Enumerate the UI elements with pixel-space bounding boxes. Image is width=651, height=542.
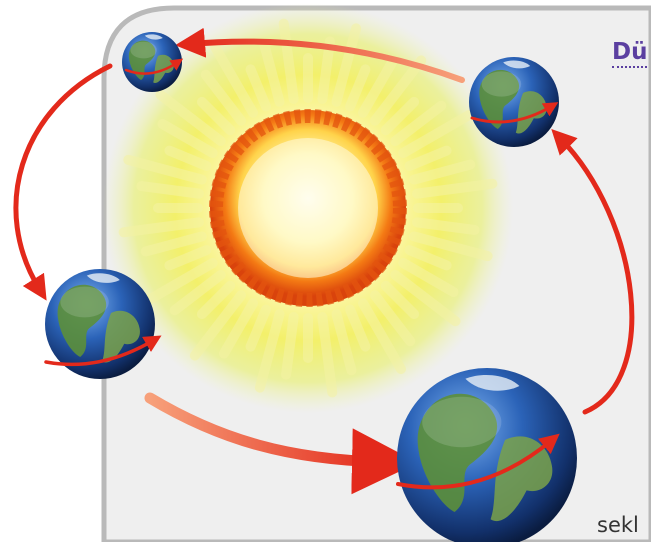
sun-ray (317, 312, 338, 398)
sun-ray (404, 245, 452, 271)
sun-ray (169, 269, 226, 316)
earth-globe-icon (469, 57, 559, 147)
sun-ray (219, 298, 258, 359)
sun-ray (200, 69, 247, 126)
sun-ray (331, 309, 357, 376)
sun-ray (390, 100, 447, 147)
sun-ray (369, 55, 427, 126)
earth-globe-icon (397, 368, 577, 542)
sun-ray (281, 312, 299, 380)
sun-ray (358, 298, 406, 375)
sun-ray (331, 23, 362, 107)
orbit-arrow-left (13, 63, 113, 301)
sun-ray (412, 178, 498, 199)
sun-ray (412, 217, 480, 235)
sun-ray (136, 181, 204, 199)
sun-ray (157, 119, 218, 158)
sun-ray (196, 280, 236, 320)
orbit-arrow-right (551, 129, 635, 415)
sun-ray (409, 231, 493, 262)
sun-ray (398, 258, 459, 297)
sun-ray (189, 290, 247, 361)
rotation-arrow-icon (44, 58, 560, 490)
orbit-arrow-icon (13, 27, 635, 495)
page-heading: Dü (612, 38, 648, 68)
sun-ray (404, 145, 452, 171)
sun-ray (245, 304, 271, 352)
body-text-fragment: sekl (597, 513, 639, 537)
sun-ray (196, 96, 236, 136)
sun-ray (141, 258, 218, 306)
sun-ray (369, 290, 416, 347)
sun-ray (245, 64, 271, 112)
orbit-arrow-bottom (144, 392, 418, 495)
sun-ray (140, 231, 207, 257)
sun-ray (390, 269, 461, 327)
sun-ray (123, 154, 207, 185)
sun-ray (398, 110, 475, 158)
sun-ray (259, 40, 285, 107)
earth-globe-icon (122, 31, 182, 92)
sun-ray (380, 280, 420, 320)
sun-ray (254, 309, 285, 393)
sun-ray (358, 57, 397, 118)
sun-ray (317, 36, 335, 104)
sun-icon (103, 3, 513, 413)
sun-ray (155, 89, 226, 147)
sun-ray (210, 41, 258, 118)
sun-ray (164, 245, 212, 271)
sun-ray (118, 217, 204, 238)
sun-ray (164, 145, 212, 171)
orbit-arrow-top (175, 27, 465, 83)
sun-ray (345, 304, 371, 352)
sun-ray (380, 96, 420, 136)
sun-ray (409, 159, 476, 185)
sun-ray (278, 18, 299, 104)
sun-ray (345, 64, 371, 112)
